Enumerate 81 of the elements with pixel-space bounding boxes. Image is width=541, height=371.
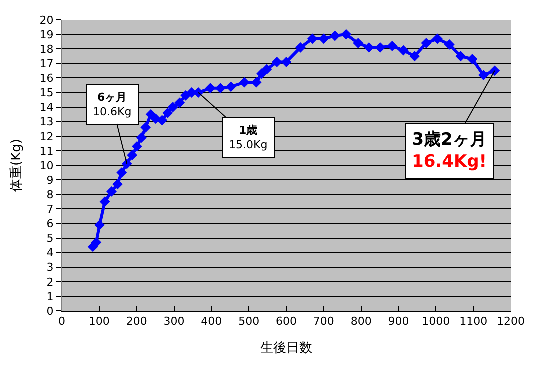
point: [174, 98, 186, 108]
point: [256, 68, 267, 80]
point: [307, 34, 318, 44]
x-tick-label: 1000: [422, 315, 450, 328]
point: [239, 77, 250, 88]
y-tick-label: 16: [40, 72, 54, 86]
x-tick-label: 0: [58, 315, 66, 328]
x-tick-label: 600: [276, 315, 297, 328]
y-axis-title: 体重(Kg): [10, 139, 25, 192]
point: [296, 42, 306, 53]
point: [205, 83, 216, 94]
point: [467, 54, 478, 64]
point: [106, 186, 117, 197]
point: [94, 220, 105, 230]
x-tick-label: 800: [350, 315, 372, 328]
point: [330, 30, 340, 42]
point: [387, 40, 398, 52]
point: [122, 158, 132, 170]
point: [116, 168, 128, 178]
x-tick-label: 900: [388, 315, 410, 328]
point: [421, 38, 432, 48]
point: [226, 82, 236, 92]
point: [112, 179, 123, 190]
annotation: 6ヶ月 10.6Kg: [93, 91, 132, 118]
point: [375, 42, 386, 53]
y-tick-label: 7: [46, 203, 54, 216]
x-tick-label: 1200: [497, 315, 525, 328]
y-tick-label: 4: [46, 246, 54, 260]
y-tick-label: 20: [40, 14, 54, 27]
x-axis-title: 生後日数: [260, 340, 312, 356]
point: [444, 40, 455, 50]
point: [341, 29, 352, 40]
x-tick-label: 500: [238, 315, 260, 328]
x-tick-label: 100: [88, 315, 110, 328]
y-tick-label: 14: [40, 101, 54, 114]
point: [251, 77, 262, 88]
x-tick-label: 200: [126, 315, 148, 328]
y-tick-label: 9: [46, 174, 54, 187]
point: [100, 196, 110, 208]
y-tick-label: 8: [46, 188, 54, 202]
point: [168, 102, 178, 112]
y-tick-label: 3: [46, 261, 54, 274]
y-tick-label: 5: [46, 232, 54, 246]
y-tick-label: 6: [46, 218, 54, 231]
point: [162, 108, 174, 118]
point: [140, 122, 152, 133]
point: [398, 45, 409, 56]
y-tick-label: 11: [40, 144, 54, 158]
annotation: 1歳 15.0Kg: [229, 124, 268, 152]
y-tick-label: 1: [46, 290, 54, 304]
x-tick-label: 1100: [460, 315, 488, 328]
point: [456, 51, 466, 62]
x-tick-label: 400: [201, 315, 222, 328]
x-tick-label: 700: [313, 315, 334, 328]
point: [136, 132, 147, 144]
point: [281, 56, 292, 68]
annotation: 3歳2ヶ月 16.4Kg!: [412, 130, 488, 172]
y-tick-label: 17: [40, 58, 54, 70]
point: [490, 66, 500, 76]
point: [272, 56, 282, 68]
y-tick-label: 19: [40, 28, 54, 42]
y-tick-label: 2: [46, 276, 54, 289]
x-tick-label: 300: [164, 315, 185, 328]
point: [262, 64, 272, 75]
point: [353, 38, 364, 48]
y-tick-label: 10: [40, 159, 54, 172]
point: [364, 42, 374, 53]
y-tick-label: 0: [46, 304, 54, 318]
y-tick-label: 13: [40, 116, 54, 129]
point: [132, 141, 142, 152]
point: [318, 34, 330, 44]
point: [127, 150, 138, 161]
y-tick-label: 15: [40, 86, 54, 100]
point: [91, 237, 102, 248]
point: [432, 34, 443, 44]
point: [157, 115, 168, 126]
point: [478, 70, 489, 80]
y-tick-label: 18: [40, 42, 54, 56]
point: [410, 51, 420, 62]
point: [215, 83, 226, 94]
y-tick-label: 12: [40, 130, 54, 144]
